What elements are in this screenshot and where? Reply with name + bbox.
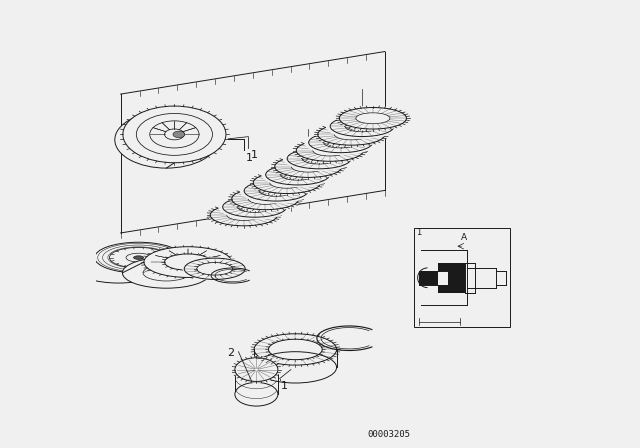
Text: 2: 2 (227, 348, 234, 358)
Ellipse shape (315, 122, 388, 147)
Bar (438, 271, 448, 284)
Text: 1: 1 (281, 381, 287, 391)
Ellipse shape (326, 114, 399, 139)
Ellipse shape (86, 254, 132, 270)
Ellipse shape (294, 138, 366, 163)
Ellipse shape (272, 154, 345, 179)
Ellipse shape (115, 112, 218, 168)
Ellipse shape (122, 258, 210, 288)
Ellipse shape (305, 130, 377, 155)
Ellipse shape (254, 352, 337, 383)
Bar (419, 271, 443, 284)
Text: 1: 1 (251, 150, 257, 160)
Ellipse shape (95, 242, 182, 273)
Ellipse shape (144, 247, 232, 277)
Ellipse shape (337, 106, 409, 131)
Ellipse shape (229, 186, 301, 211)
Ellipse shape (207, 202, 280, 228)
Ellipse shape (251, 170, 323, 195)
Ellipse shape (261, 162, 334, 187)
Text: A: A (461, 233, 467, 242)
Ellipse shape (218, 194, 291, 220)
Ellipse shape (74, 252, 163, 283)
Text: 00003205: 00003205 (367, 430, 410, 439)
Text: 1: 1 (246, 153, 253, 163)
Ellipse shape (235, 383, 278, 406)
Text: 1: 1 (417, 228, 422, 237)
Ellipse shape (173, 131, 185, 138)
Ellipse shape (120, 105, 228, 164)
Ellipse shape (134, 256, 143, 259)
Bar (438, 263, 465, 293)
Ellipse shape (182, 257, 247, 280)
Ellipse shape (123, 106, 226, 163)
Ellipse shape (283, 146, 355, 171)
Ellipse shape (233, 357, 280, 383)
Ellipse shape (251, 332, 340, 367)
Bar (414, 228, 511, 327)
Ellipse shape (240, 178, 312, 203)
